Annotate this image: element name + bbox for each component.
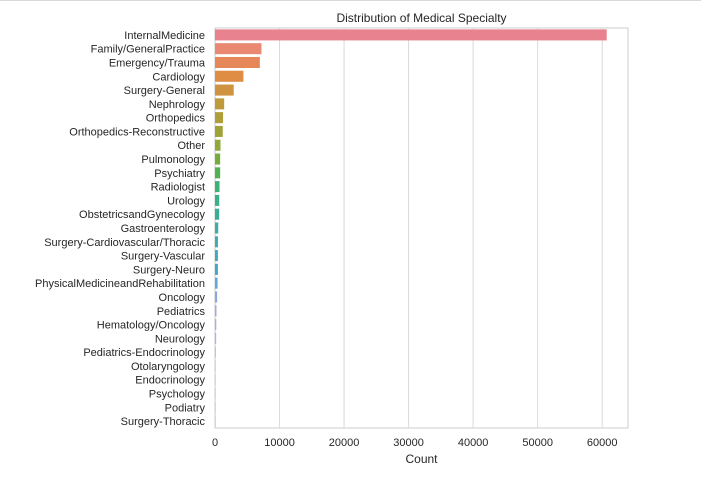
y-tick-label: Surgery-Thoracic <box>121 416 206 428</box>
bar <box>215 346 216 358</box>
y-tick-label: Urology <box>167 195 205 207</box>
y-tick-label: Oncology <box>159 292 206 304</box>
y-tick-label: Other <box>177 140 205 152</box>
bar <box>215 112 224 124</box>
y-tick-label: Emergency/Trauma <box>109 57 206 69</box>
bar <box>215 125 223 137</box>
bar <box>215 84 234 96</box>
y-tick-label: Psychology <box>149 389 206 401</box>
x-tick-label: 30000 <box>393 437 424 449</box>
bar <box>215 332 217 344</box>
bar <box>215 167 221 179</box>
x-tick-label: 40000 <box>458 437 489 449</box>
x-axis-label: Count <box>405 452 438 466</box>
bar <box>215 98 225 110</box>
bar <box>215 291 218 303</box>
chart-title: Distribution of Medical Specialty <box>336 11 506 25</box>
grid-lines <box>214 27 629 429</box>
top-border-line <box>0 0 701 1</box>
bars-group <box>215 29 607 427</box>
x-tick-label: 50000 <box>522 437 553 449</box>
y-tick-label: Orthopedics <box>146 113 206 125</box>
y-tick-label: Radiologist <box>151 182 205 194</box>
bar <box>215 208 220 220</box>
x-tick-labels: 0 10000 20000 30000 40000 50000 60000 <box>212 437 618 449</box>
bar <box>215 388 216 400</box>
bar <box>215 194 220 206</box>
y-tick-label: ObstetricsandGynecology <box>79 209 205 221</box>
bar <box>215 415 216 427</box>
bar <box>215 401 216 413</box>
bar <box>215 56 260 68</box>
y-tick-label: PhysicalMedicineandRehabilitation <box>35 278 205 290</box>
x-tick-label: 10000 <box>264 437 295 449</box>
bar <box>215 29 607 41</box>
y-tick-label: Pediatrics-Endocrinology <box>83 347 205 359</box>
y-tick-label: Cardiology <box>152 71 205 83</box>
bar <box>215 153 221 165</box>
bar <box>215 139 221 151</box>
bar <box>215 319 217 331</box>
bar <box>215 277 218 289</box>
x-tick-label: 0 <box>212 437 218 449</box>
y-tick-label: Pulmonology <box>141 154 205 166</box>
y-tick-label: Surgery-Neuro <box>133 264 205 276</box>
y-tick-label: Pediatrics <box>157 306 206 318</box>
bar <box>215 222 219 234</box>
x-tick-label: 60000 <box>587 437 618 449</box>
bar <box>215 70 244 82</box>
y-tick-label: InternalMedicine <box>124 30 205 42</box>
plot-frame <box>214 27 629 429</box>
y-tick-label: Orthopedics-Reconstructive <box>69 126 205 138</box>
y-tick-label: Surgery-General <box>124 85 205 97</box>
y-tick-label: Otolaryngology <box>131 361 205 373</box>
bar <box>215 181 220 193</box>
bar <box>215 236 218 248</box>
y-tick-label: Gastroenterology <box>121 223 206 235</box>
y-tick-label: Hematology/Oncology <box>97 320 206 332</box>
bar <box>215 263 218 275</box>
y-tick-labels: InternalMedicine Family/GeneralPracticeEm… <box>35 30 206 428</box>
bar <box>215 250 218 262</box>
y-tick-label: Surgery-Cardiovascular/Thoracic <box>44 237 205 249</box>
y-tick-label: Psychiatry <box>154 168 205 180</box>
bar <box>215 43 262 55</box>
x-tick-label: 20000 <box>329 437 360 449</box>
bar <box>215 360 216 372</box>
bar <box>215 374 216 386</box>
bar <box>215 305 217 317</box>
y-tick-label: Family/GeneralPractice <box>91 44 205 56</box>
y-tick-label: Endocrinology <box>135 375 205 387</box>
y-tick-label: Neurology <box>155 333 206 345</box>
y-tick-label: Nephrology <box>149 99 206 111</box>
y-tick-label: Surgery-Vascular <box>121 251 205 263</box>
y-tick-label: Podiatry <box>165 402 206 414</box>
